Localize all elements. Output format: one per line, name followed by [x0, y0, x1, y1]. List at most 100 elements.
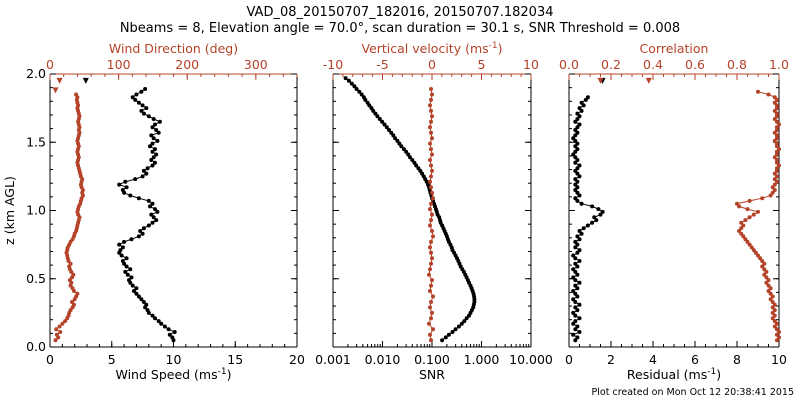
data-point: [141, 300, 146, 304]
data-point: [573, 313, 578, 318]
data-point: [144, 171, 149, 176]
data-point: [134, 291, 139, 296]
data-point: [573, 300, 578, 304]
data-point: [747, 242, 752, 247]
data-point: [751, 212, 756, 217]
data-point: [772, 319, 777, 324]
data-point: [129, 275, 134, 280]
data-point: [594, 218, 599, 223]
data-point: [429, 185, 433, 190]
data-point: [141, 168, 146, 173]
top-tick-label: 10: [523, 57, 539, 72]
data-point: [573, 261, 578, 266]
data-point: [387, 128, 391, 132]
data-point: [139, 89, 144, 94]
data-point: [157, 119, 162, 124]
data-point: [124, 256, 129, 261]
data-point: [774, 125, 779, 130]
top-tick-label: 0.4: [643, 57, 663, 72]
data-point: [429, 250, 433, 255]
data-point: [764, 280, 769, 285]
data-point: [575, 141, 580, 146]
data-point: [575, 198, 580, 203]
x-tick-label: 1.000: [464, 352, 500, 367]
top-axis-title: Correlation: [640, 41, 709, 56]
data-point: [585, 95, 590, 100]
top-axis-title-main: Correlation: [640, 41, 709, 56]
top-tick-label: 0.8: [727, 57, 747, 72]
data-point: [571, 152, 576, 157]
data-point: [118, 248, 123, 253]
data-point: [149, 158, 154, 162]
x-tick-label: 0: [46, 352, 54, 367]
data-point: [573, 283, 578, 288]
data-point: [153, 122, 157, 127]
data-point: [573, 196, 578, 201]
series-0: [343, 76, 477, 343]
data-point: [429, 283, 433, 288]
data-point: [406, 152, 411, 157]
data-point: [762, 261, 767, 266]
data-point: [774, 141, 779, 146]
data-point: [768, 286, 773, 291]
x-tick-label: 0: [565, 352, 573, 367]
data-point: [58, 330, 63, 334]
data-point: [148, 204, 152, 209]
data-point: [577, 163, 582, 168]
x-axis-title-main: Wind Speed (ms: [116, 367, 218, 382]
data-point: [57, 324, 62, 329]
data-point: [575, 147, 580, 152]
data-point: [391, 133, 396, 138]
data-point: [596, 207, 601, 212]
data-point: [573, 278, 578, 283]
x-tick-label: 10: [166, 352, 182, 367]
data-point: [144, 106, 149, 111]
data-point: [747, 215, 752, 220]
data-point: [772, 95, 777, 100]
data-point: [136, 196, 141, 201]
data-point: [446, 332, 451, 337]
data-point: [772, 182, 777, 187]
data-point: [575, 158, 580, 162]
data-point: [373, 111, 378, 116]
data-point: [140, 231, 145, 236]
data-point: [774, 321, 779, 326]
data-point: [150, 149, 155, 154]
data-point: [431, 327, 435, 332]
data-point: [151, 136, 156, 141]
data-point: [134, 92, 139, 97]
series-1: [53, 92, 85, 343]
data-point: [573, 133, 578, 138]
data-point: [573, 245, 578, 250]
data-point: [430, 136, 434, 141]
data-triangle: [597, 77, 604, 84]
data-point: [428, 245, 432, 250]
data-point: [598, 212, 603, 217]
data-point: [357, 89, 362, 94]
data-triangle: [82, 77, 89, 84]
x-axis-title: SNR: [419, 367, 445, 382]
data-point: [127, 278, 131, 283]
data-point: [777, 330, 781, 334]
data-point: [753, 250, 758, 255]
data-point: [770, 190, 775, 195]
x-axis-title-main: SNR: [419, 367, 445, 382]
data-point: [453, 327, 458, 332]
data-point: [428, 267, 432, 272]
data-point: [575, 179, 580, 184]
data-point: [450, 330, 455, 334]
data-point: [138, 229, 143, 233]
data-point: [150, 313, 155, 318]
data-point: [128, 193, 133, 198]
data-point: [774, 327, 779, 332]
data-point: [770, 310, 775, 315]
x-tick-label: 4: [649, 352, 657, 367]
data-point: [431, 294, 435, 299]
data-point: [120, 188, 125, 192]
data-point: [429, 174, 433, 179]
top-tick-label: 100: [107, 57, 131, 72]
data-point: [120, 245, 125, 250]
data-point: [575, 264, 580, 269]
data-point: [772, 138, 777, 143]
